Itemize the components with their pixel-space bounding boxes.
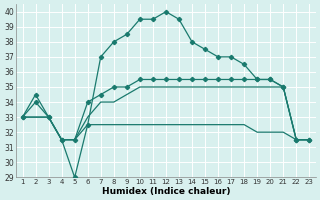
X-axis label: Humidex (Indice chaleur): Humidex (Indice chaleur): [102, 187, 230, 196]
